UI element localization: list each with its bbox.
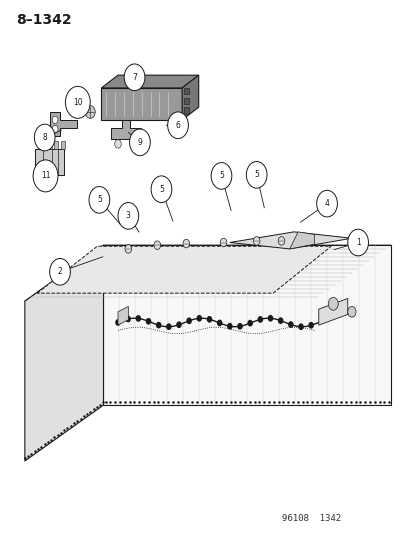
Bar bbox=[47, 141, 52, 149]
Circle shape bbox=[167, 112, 188, 139]
Circle shape bbox=[237, 324, 242, 329]
Text: 5: 5 bbox=[97, 196, 102, 204]
Text: 7: 7 bbox=[132, 73, 137, 82]
Polygon shape bbox=[318, 298, 347, 325]
Circle shape bbox=[34, 124, 55, 151]
Text: 11: 11 bbox=[41, 172, 50, 180]
Bar bbox=[54, 141, 58, 149]
Circle shape bbox=[136, 316, 140, 321]
Circle shape bbox=[347, 306, 355, 317]
Polygon shape bbox=[103, 245, 390, 405]
Bar bbox=[184, 88, 189, 94]
Circle shape bbox=[89, 187, 109, 213]
Circle shape bbox=[298, 324, 302, 329]
Circle shape bbox=[183, 239, 189, 248]
Bar bbox=[184, 98, 189, 104]
Circle shape bbox=[116, 320, 120, 325]
Polygon shape bbox=[50, 112, 76, 136]
Text: 4: 4 bbox=[324, 199, 329, 208]
Text: 8–1342: 8–1342 bbox=[17, 13, 72, 27]
Circle shape bbox=[253, 237, 259, 245]
Circle shape bbox=[328, 297, 337, 310]
Circle shape bbox=[125, 245, 131, 253]
Circle shape bbox=[126, 316, 130, 321]
Circle shape bbox=[309, 322, 313, 328]
Circle shape bbox=[197, 316, 201, 321]
Text: 5: 5 bbox=[254, 171, 259, 179]
Polygon shape bbox=[25, 245, 390, 301]
Circle shape bbox=[166, 324, 171, 329]
Circle shape bbox=[114, 140, 121, 148]
Circle shape bbox=[207, 317, 211, 322]
Bar bbox=[61, 141, 65, 149]
Circle shape bbox=[129, 129, 150, 156]
Text: 9: 9 bbox=[137, 138, 142, 147]
Circle shape bbox=[268, 316, 272, 321]
Bar bbox=[35, 149, 64, 175]
Polygon shape bbox=[118, 306, 128, 325]
Text: 1: 1 bbox=[355, 238, 360, 247]
Circle shape bbox=[151, 176, 171, 203]
Circle shape bbox=[278, 237, 284, 245]
Text: 5: 5 bbox=[218, 172, 223, 180]
Text: 6: 6 bbox=[175, 121, 180, 130]
Circle shape bbox=[33, 160, 58, 192]
Circle shape bbox=[288, 322, 292, 327]
Bar bbox=[184, 107, 189, 114]
Circle shape bbox=[247, 320, 252, 326]
Circle shape bbox=[52, 125, 58, 133]
Circle shape bbox=[124, 64, 145, 91]
Polygon shape bbox=[37, 246, 330, 293]
Circle shape bbox=[278, 318, 282, 324]
Text: 2: 2 bbox=[57, 268, 62, 276]
Circle shape bbox=[130, 140, 136, 148]
Circle shape bbox=[246, 161, 266, 188]
Polygon shape bbox=[25, 245, 103, 461]
Circle shape bbox=[316, 190, 337, 217]
Circle shape bbox=[154, 241, 160, 249]
Circle shape bbox=[118, 203, 138, 229]
Text: 8: 8 bbox=[42, 133, 47, 142]
Polygon shape bbox=[182, 75, 198, 120]
Circle shape bbox=[217, 320, 221, 326]
Circle shape bbox=[85, 106, 95, 118]
Polygon shape bbox=[101, 88, 182, 120]
Circle shape bbox=[52, 116, 58, 124]
Circle shape bbox=[156, 322, 160, 328]
Circle shape bbox=[146, 319, 150, 324]
Text: 3: 3 bbox=[126, 212, 131, 220]
Polygon shape bbox=[289, 232, 314, 249]
Polygon shape bbox=[101, 75, 198, 88]
Circle shape bbox=[220, 238, 226, 247]
Circle shape bbox=[258, 317, 262, 322]
Circle shape bbox=[176, 322, 180, 327]
Circle shape bbox=[211, 163, 231, 189]
Polygon shape bbox=[229, 232, 351, 249]
Circle shape bbox=[65, 86, 90, 118]
Polygon shape bbox=[111, 120, 140, 139]
Bar bbox=[40, 141, 45, 149]
Circle shape bbox=[227, 324, 231, 329]
Circle shape bbox=[187, 318, 191, 324]
Circle shape bbox=[347, 229, 368, 256]
Text: 96108  1342: 96108 1342 bbox=[281, 514, 340, 523]
Text: 5: 5 bbox=[159, 185, 164, 193]
Circle shape bbox=[50, 259, 70, 285]
Text: 10: 10 bbox=[73, 98, 83, 107]
